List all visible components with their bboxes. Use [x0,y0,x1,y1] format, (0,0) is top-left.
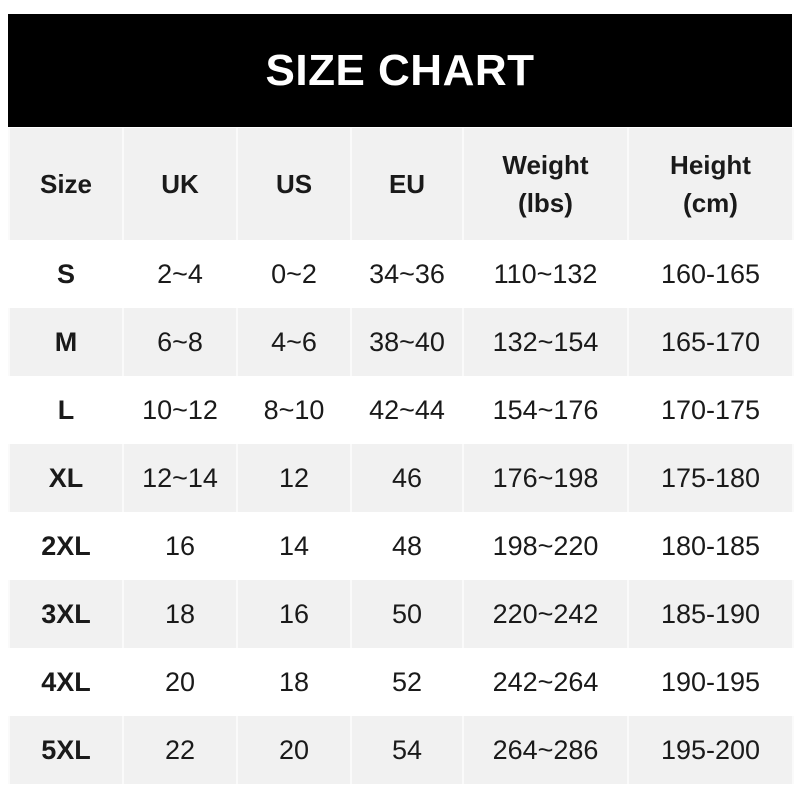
cell-height: 165-170 [627,308,794,376]
header-row: Size UK US EU Weight (lbs) Height (cm) [8,128,794,240]
cell-us: 4~6 [236,308,352,376]
cell-size: 5XL [8,716,124,784]
cell-eu: 52 [350,648,464,716]
cell-us: 0~2 [236,240,352,308]
cell-size: L [8,376,124,444]
cell-size: 3XL [8,580,124,648]
cell-height: 160-165 [627,240,794,308]
cell-eu: 48 [350,512,464,580]
table-row: S 2~4 0~2 34~36 110~132 160-165 [8,240,794,308]
cell-weight: 176~198 [462,444,629,512]
cell-uk: 22 [122,716,238,784]
header-label: Size [39,169,93,199]
cell-height: 180-185 [627,512,794,580]
cell-size: S [8,240,124,308]
cell-weight: 220~242 [462,580,629,648]
cell-size: 2XL [8,512,124,580]
cell-uk: 16 [122,512,238,580]
cell-eu: 54 [350,716,464,784]
column-header-size: Size [8,128,124,240]
size-chart-title: SIZE CHART [8,14,792,127]
column-header-us: US [236,128,352,240]
cell-eu: 42~44 [350,376,464,444]
table-row: 3XL 18 16 50 220~242 185-190 [8,580,794,648]
column-header-weight: Weight (lbs) [462,128,629,240]
cell-height: 185-190 [627,580,794,648]
cell-us: 18 [236,648,352,716]
cell-uk: 18 [122,580,238,648]
cell-eu: 46 [350,444,464,512]
table-row: 4XL 20 18 52 242~264 190-195 [8,648,794,716]
table-row: L 10~12 8~10 42~44 154~176 170-175 [8,376,794,444]
cell-height: 190-195 [627,648,794,716]
cell-height: 195-200 [627,716,794,784]
cell-weight: 132~154 [462,308,629,376]
cell-height: 175-180 [627,444,794,512]
cell-eu: 38~40 [350,308,464,376]
column-header-eu: EU [350,128,464,240]
table-row: 2XL 16 14 48 198~220 180-185 [8,512,794,580]
cell-weight: 154~176 [462,376,629,444]
cell-uk: 6~8 [122,308,238,376]
cell-uk: 2~4 [122,240,238,308]
cell-weight: 264~286 [462,716,629,784]
cell-eu: 34~36 [350,240,464,308]
column-header-uk: UK [122,128,238,240]
cell-weight: 242~264 [462,648,629,716]
cell-us: 14 [236,512,352,580]
size-chart-table: Size UK US EU Weight (lbs) Height (cm) S 2~4 0~2 3… [8,128,794,784]
cell-us: 8~10 [236,376,352,444]
header-label: UK [161,169,199,199]
cell-us: 16 [236,580,352,648]
table-row: 5XL 22 20 54 264~286 195-200 [8,716,794,784]
cell-uk: 20 [122,648,238,716]
cell-eu: 50 [350,580,464,648]
header-label: Weight [502,150,589,180]
header-unit: (cm) [683,188,738,218]
table-row: XL 12~14 12 46 176~198 175-180 [8,444,794,512]
cell-weight: 198~220 [462,512,629,580]
cell-us: 20 [236,716,352,784]
header-unit: (lbs) [518,188,573,218]
cell-weight: 110~132 [462,240,629,308]
cell-height: 170-175 [627,376,794,444]
cell-uk: 12~14 [122,444,238,512]
cell-size: 4XL [8,648,124,716]
header-label: EU [388,169,426,199]
cell-size: XL [8,444,124,512]
header-label: US [275,169,313,199]
table-row: M 6~8 4~6 38~40 132~154 165-170 [8,308,794,376]
column-header-height: Height (cm) [627,128,794,240]
cell-us: 12 [236,444,352,512]
cell-size: M [8,308,124,376]
header-label: Height [670,150,751,180]
cell-uk: 10~12 [122,376,238,444]
